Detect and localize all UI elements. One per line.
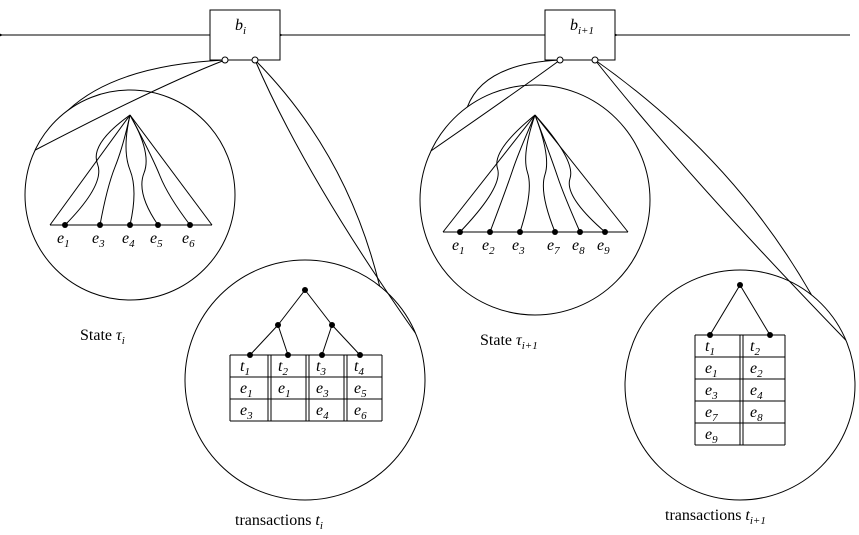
state-right-leaf-label: e7	[547, 237, 560, 257]
tx-right-table-cell: e2	[750, 360, 763, 380]
state-left-leaf-label: e1	[57, 230, 70, 250]
tx-left-table-cell: e1	[240, 380, 253, 400]
state-left-leaf-label: e3	[92, 230, 105, 250]
state-right-leaf-label: e3	[512, 237, 525, 257]
attach-tx-right	[595, 60, 811, 295]
attach-state-left	[68, 60, 225, 110]
tx-left-table-cell: e6	[354, 402, 367, 422]
state-right-leaf-label: e2	[482, 237, 495, 257]
attach-state-right	[431, 60, 560, 151]
state-left-leaf-label: e6	[182, 230, 195, 250]
tx-right-table-cell: e9	[705, 426, 718, 446]
tx-left-table-header: t1	[240, 358, 250, 378]
state-right-leaf-label: e9	[597, 237, 610, 257]
tx-right-table-cell: e4	[750, 382, 763, 402]
tx-left-table-header: t4	[354, 358, 364, 378]
diagram-canvas: bibi+1State τiState τi+1transactions tit…	[0, 0, 859, 535]
state-right-circle	[420, 85, 650, 315]
tx-left-table-cell: e3	[316, 380, 329, 400]
state-right-leaf-label: e1	[452, 237, 465, 257]
tx-left-table-cell: e3	[240, 402, 253, 422]
state-left-label: State τi	[80, 327, 125, 347]
tx-right-table-cell: e3	[705, 382, 718, 402]
tx-left-table-header: t3	[316, 358, 326, 378]
tx-left-table-cell: e5	[354, 380, 367, 400]
tx-left-table-cell: e1	[278, 380, 291, 400]
state-right-label: State τi+1	[480, 332, 538, 352]
tx-right-table-header: t1	[705, 338, 715, 358]
tx-left-table-cell: e4	[316, 402, 329, 422]
attach-state-right	[467, 60, 560, 107]
attach-tx-left	[255, 60, 416, 333]
state-left-leaf-label: e4	[122, 230, 135, 250]
tx-left-table-header: t2	[278, 358, 288, 378]
tx-left-label: transactions ti	[235, 512, 323, 532]
attach-state-left	[35, 60, 225, 150]
tx-right-table-cell: e8	[750, 404, 763, 424]
tx-right-table-cell: e1	[705, 360, 718, 380]
tx-right-table-cell: e7	[705, 404, 718, 424]
state-left-circle	[25, 90, 235, 300]
attach-tx-right	[595, 60, 846, 340]
tx-right-label: transactions ti+1	[665, 507, 766, 527]
tx-right-table-header: t2	[750, 338, 760, 358]
state-left-leaf-label: e5	[150, 230, 163, 250]
tx-left-circle	[185, 260, 425, 500]
state-right-leaf-label: e8	[572, 237, 585, 257]
